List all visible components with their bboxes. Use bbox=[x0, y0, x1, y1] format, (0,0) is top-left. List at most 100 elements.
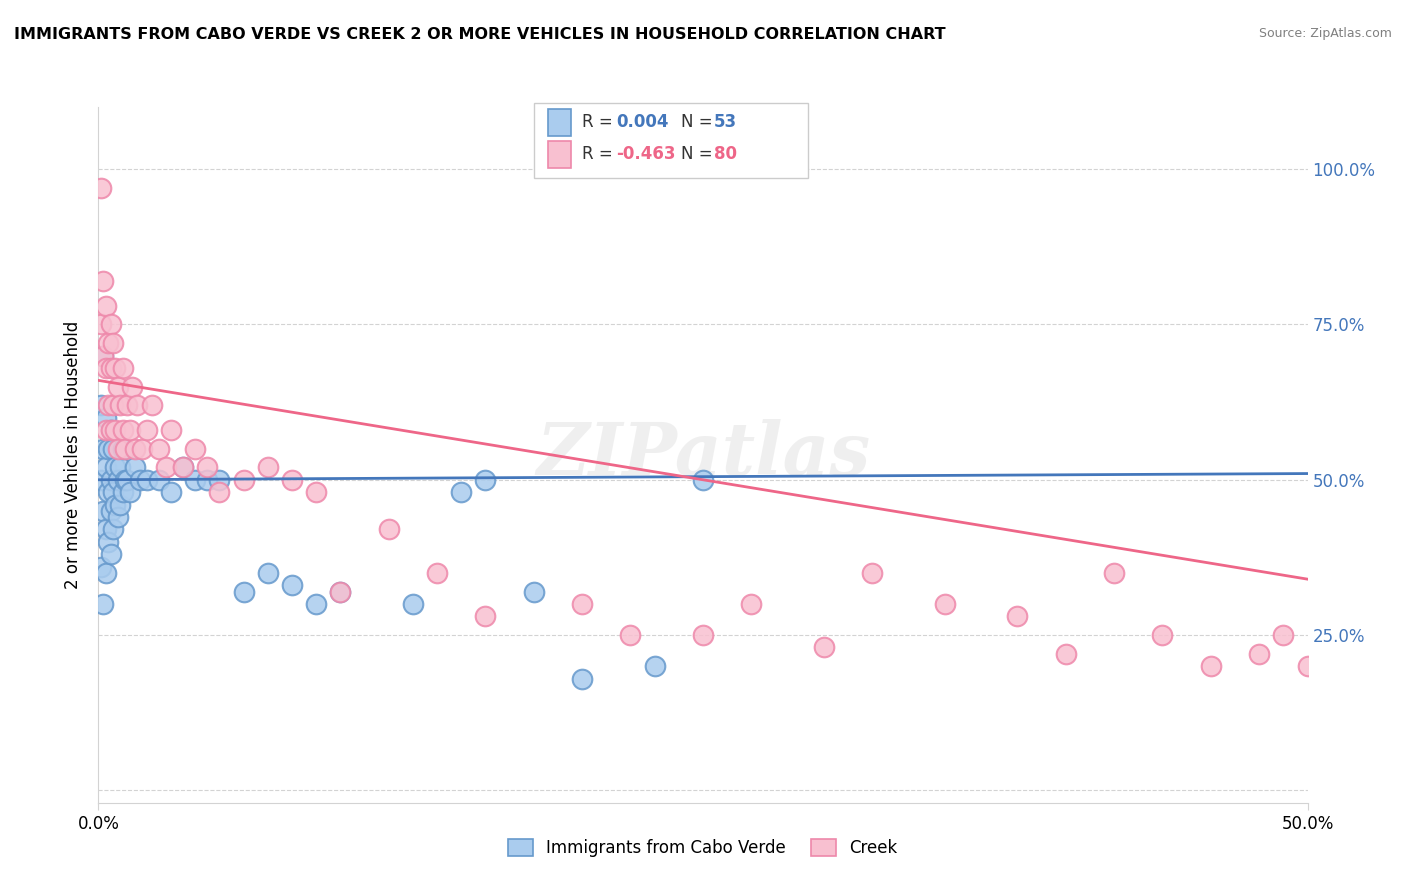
Point bbox=[91, 274, 114, 288]
Point bbox=[571, 672, 593, 686]
Point bbox=[117, 473, 139, 487]
Point bbox=[97, 442, 120, 456]
Point bbox=[107, 510, 129, 524]
Point bbox=[155, 460, 177, 475]
Point bbox=[1249, 647, 1271, 661]
Point bbox=[104, 423, 127, 437]
Point bbox=[135, 473, 157, 487]
Point bbox=[135, 423, 157, 437]
Point bbox=[195, 473, 218, 487]
Point bbox=[90, 559, 112, 574]
Point bbox=[450, 485, 472, 500]
Point bbox=[1296, 659, 1319, 673]
Point bbox=[256, 566, 278, 580]
Point bbox=[644, 659, 666, 673]
Y-axis label: 2 or more Vehicles in Household: 2 or more Vehicles in Household bbox=[65, 321, 83, 589]
Point bbox=[97, 336, 120, 351]
Point bbox=[1102, 566, 1125, 580]
Point bbox=[90, 473, 112, 487]
Point bbox=[91, 349, 114, 363]
Point bbox=[117, 398, 139, 412]
Point bbox=[107, 473, 129, 487]
Point bbox=[256, 460, 278, 475]
Text: 80: 80 bbox=[714, 145, 737, 163]
Point bbox=[1272, 628, 1295, 642]
Point bbox=[426, 566, 449, 580]
Point bbox=[377, 523, 399, 537]
Point bbox=[474, 473, 496, 487]
Text: -0.463: -0.463 bbox=[616, 145, 675, 163]
Point bbox=[108, 460, 131, 475]
Point bbox=[160, 485, 183, 500]
Point bbox=[111, 485, 134, 500]
Point bbox=[1054, 647, 1077, 661]
Point bbox=[1007, 609, 1029, 624]
Point bbox=[100, 360, 122, 375]
Point bbox=[94, 460, 117, 475]
Point bbox=[813, 640, 835, 655]
Point bbox=[124, 460, 146, 475]
Point bbox=[692, 628, 714, 642]
Point bbox=[108, 498, 131, 512]
Text: 0.004: 0.004 bbox=[616, 113, 668, 131]
Point bbox=[172, 460, 194, 475]
Point bbox=[195, 460, 218, 475]
Point bbox=[281, 578, 304, 592]
Point bbox=[90, 318, 112, 332]
Point bbox=[97, 534, 120, 549]
Point bbox=[184, 442, 207, 456]
Point bbox=[111, 442, 134, 456]
Point bbox=[104, 498, 127, 512]
Point bbox=[108, 398, 131, 412]
Point bbox=[124, 442, 146, 456]
Point bbox=[474, 609, 496, 624]
Point bbox=[184, 473, 207, 487]
Point bbox=[100, 423, 122, 437]
Point bbox=[232, 584, 254, 599]
Point bbox=[111, 423, 134, 437]
Point bbox=[619, 628, 641, 642]
Point bbox=[208, 473, 231, 487]
Point bbox=[101, 398, 124, 412]
Point bbox=[1152, 628, 1174, 642]
Point bbox=[100, 547, 122, 561]
Point bbox=[101, 485, 124, 500]
Point bbox=[127, 398, 149, 412]
Point bbox=[91, 597, 114, 611]
Point bbox=[148, 473, 170, 487]
Point bbox=[329, 584, 352, 599]
Point bbox=[94, 410, 117, 425]
Point bbox=[100, 318, 122, 332]
Point bbox=[94, 360, 117, 375]
Point bbox=[131, 442, 153, 456]
Point bbox=[104, 360, 127, 375]
Point bbox=[571, 597, 593, 611]
Text: ZIPatlas: ZIPatlas bbox=[536, 419, 870, 491]
Point bbox=[101, 523, 124, 537]
Text: Source: ZipAtlas.com: Source: ZipAtlas.com bbox=[1258, 27, 1392, 40]
Point bbox=[934, 597, 956, 611]
Text: R =: R = bbox=[582, 145, 619, 163]
Point bbox=[100, 423, 122, 437]
Point bbox=[523, 584, 546, 599]
Point bbox=[94, 566, 117, 580]
Point bbox=[141, 398, 163, 412]
Point bbox=[100, 504, 122, 518]
Point bbox=[97, 398, 120, 412]
Text: N =: N = bbox=[681, 145, 717, 163]
Point bbox=[111, 360, 134, 375]
Point bbox=[281, 473, 304, 487]
Point bbox=[128, 473, 150, 487]
Point bbox=[329, 584, 352, 599]
Point bbox=[94, 423, 117, 437]
Point bbox=[118, 485, 141, 500]
Legend: Immigrants from Cabo Verde, Creek: Immigrants from Cabo Verde, Creek bbox=[502, 832, 904, 864]
Point bbox=[148, 442, 170, 456]
Point bbox=[172, 460, 194, 475]
Point bbox=[232, 473, 254, 487]
Point bbox=[97, 485, 120, 500]
Point bbox=[104, 460, 127, 475]
Point bbox=[305, 597, 328, 611]
Point bbox=[114, 473, 136, 487]
Point bbox=[91, 349, 114, 363]
